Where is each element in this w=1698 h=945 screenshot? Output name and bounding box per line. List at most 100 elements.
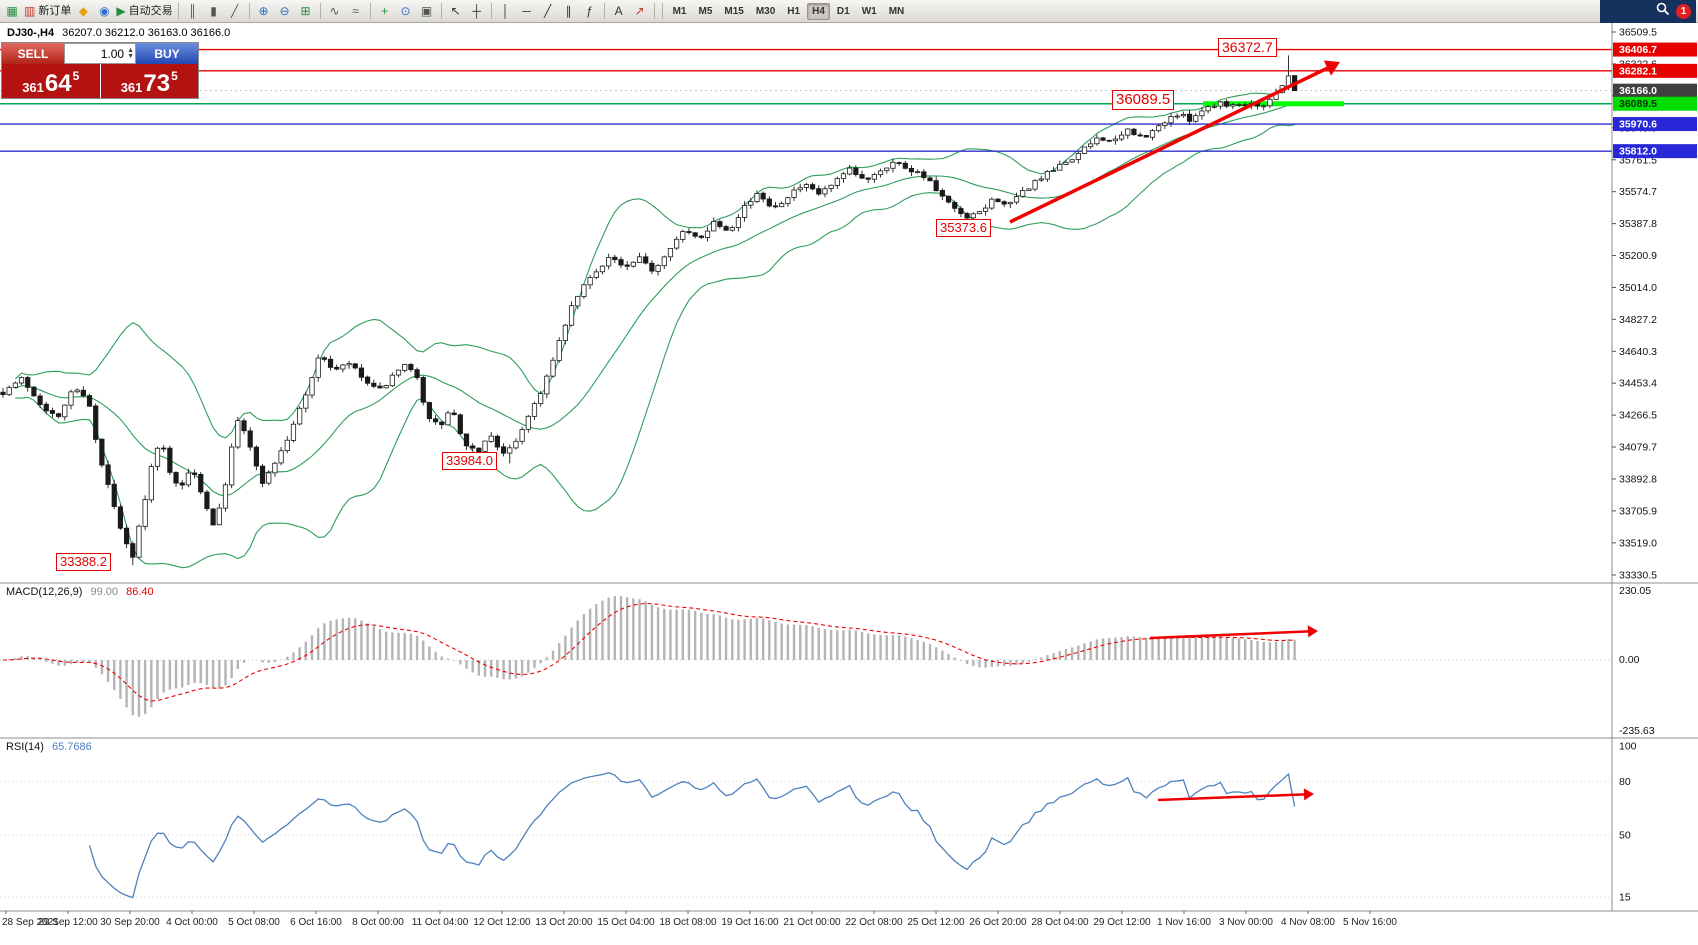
time-tick: 21 Oct 00:00 (783, 917, 841, 928)
mql5-icon[interactable]: ◆ (73, 2, 93, 21)
price-tick: 33892.8 (1619, 473, 1657, 485)
spinner-down-icon[interactable]: ▼ (127, 52, 134, 60)
line-chart-icon[interactable]: ╱ (225, 2, 245, 21)
timeframe-m15[interactable]: M15 (724, 5, 744, 17)
notification-badge[interactable]: 1 (1676, 3, 1691, 19)
price-digits: 361 (22, 80, 44, 95)
indicator-list-icon[interactable]: ≈ (346, 2, 366, 21)
toolbar-separator (603, 3, 605, 19)
channel-icon[interactable]: ∥ (559, 2, 579, 21)
crosshair-icon[interactable]: ┼ (467, 2, 487, 21)
time-tick: 28 Oct 04:00 (1031, 917, 1089, 928)
timeframe-m30[interactable]: M30 (755, 5, 776, 17)
timeframe-m1[interactable]: M1 (672, 5, 687, 17)
toolbar-separator (440, 3, 442, 19)
trendline-icon: ╱ (543, 4, 552, 18)
text-icon[interactable]: A (609, 2, 629, 21)
fibonacci-icon[interactable]: ƒ (580, 2, 600, 21)
time-tick: 12 Oct 12:00 (473, 917, 531, 928)
price-annotation[interactable]: 36372.7 (1218, 38, 1277, 57)
price-annotation[interactable]: 33984.0 (442, 452, 497, 470)
cursor-icon[interactable]: ↖ (446, 2, 466, 21)
indicator-window-icon[interactable]: ∿ (325, 2, 345, 21)
add-indicator-icon: + (381, 4, 389, 18)
candlestick-chart-icon[interactable]: ▮ (204, 2, 224, 21)
timeframe-h1[interactable]: H1 (787, 5, 801, 17)
zoom-out-icon: ⊖ (279, 4, 290, 18)
price-digits: 5 (72, 69, 80, 83)
fibonacci-icon: ƒ (586, 4, 593, 18)
trendline-icon[interactable]: ╱ (538, 2, 558, 21)
arrows-icon[interactable]: ↗ (630, 2, 650, 21)
price-tick: 34079.7 (1619, 442, 1657, 454)
template-icon[interactable]: ▣ (417, 2, 437, 21)
macd-label: MACD(12,26,9) 99.00 86.40 (6, 586, 154, 598)
volume-value[interactable]: 1.00 (100, 46, 125, 61)
price-tag (1613, 63, 1697, 78)
one-click-trading-panel: SELL 1.00 ▲ ▼ BUY 361 64 5 361 73 5 (2, 43, 198, 98)
bar-chart-icon[interactable]: ║ (183, 2, 203, 21)
symbol-label: DJ30-,H4 (7, 27, 55, 39)
zoom-in-icon[interactable]: ⊕ (254, 2, 274, 21)
timeframe-h4[interactable]: H4 (807, 2, 830, 20)
toolbar: ▦ ▥ 新订单 ◆ ◉ ▶ 自动交易 ║ ▮ ╱ ⊕ ⊖ ⊞ ∿ ≈ + ⊙ ▣ ↖ ┼ │ ─ ╱ ∥ ƒ A ↗ M1 M5 M15… (0, 0, 1698, 23)
macd-name: MACD(12,26,9) (6, 586, 83, 598)
time-tick: 30 Sep 20:00 (100, 917, 160, 928)
time-tick: 11 Oct 04:00 (412, 917, 469, 928)
price-annotation[interactable]: 33388.2 (56, 553, 111, 571)
timeframe-m5[interactable]: M5 (698, 5, 713, 17)
volume-spinner[interactable]: ▲ ▼ (127, 46, 134, 60)
macd-axis-tick: 230.05 (1619, 585, 1651, 597)
price-tick: 36509.5 (1619, 27, 1657, 39)
market-icon[interactable]: ◉ (94, 2, 114, 21)
time-tick: 4 Oct 00:00 (166, 917, 218, 928)
price-tag (1613, 83, 1697, 98)
time-tick: 29 Sep 12:00 (38, 917, 98, 928)
time-tick: 22 Oct 08:00 (845, 917, 903, 928)
rsi-line (88, 772, 1296, 899)
tile-windows-icon[interactable]: ⊞ (296, 2, 316, 21)
macd-axis-tick: 0.00 (1619, 654, 1640, 666)
indicator-list-icon: ≈ (352, 4, 359, 18)
hline-icon[interactable]: ─ (517, 2, 537, 21)
zoom-out-icon[interactable]: ⊖ (275, 2, 295, 21)
toolbar-separator (177, 3, 179, 19)
rsi-arrow[interactable] (1157, 788, 1314, 802)
spinner-up-icon[interactable]: ▲ (127, 46, 134, 54)
price-tag (1613, 96, 1697, 111)
timeframe-bar: M1 M5 M15 M30 H1 H4 D1 W1 MN (667, 2, 911, 20)
period-cycle-icon[interactable]: ⊙ (396, 2, 416, 21)
buy-button[interactable]: BUY (136, 43, 198, 64)
search-icon[interactable] (1656, 2, 1670, 21)
market-icon: ◉ (99, 4, 110, 18)
mql5-icon: ◆ (78, 4, 88, 18)
sell-price[interactable]: 361 64 5 (2, 64, 100, 98)
macd-arrow[interactable] (1149, 625, 1318, 640)
time-tick: 28 Sep 2021 (2, 917, 59, 928)
buy-price[interactable]: 361 73 5 (100, 64, 198, 98)
timeframe-w1[interactable]: W1 (861, 5, 877, 17)
add-indicator-icon[interactable]: + (375, 2, 395, 21)
price-tick: 34640.3 (1619, 346, 1657, 358)
price-tick: 34453.4 (1619, 378, 1657, 390)
trend-arrow[interactable] (1009, 60, 1340, 224)
zoom-in-icon: ⊕ (258, 4, 269, 18)
sell-button[interactable]: SELL (2, 43, 64, 64)
price-annotation[interactable]: 36089.5 (1112, 90, 1175, 110)
new-order-button: ▥ (24, 4, 36, 18)
volume-input[interactable]: 1.00 ▲ ▼ (64, 43, 136, 64)
autotrading-button[interactable]: ▶ 自动交易 (115, 2, 173, 21)
new-chart-icon[interactable]: ▦ (2, 2, 22, 21)
timeframe-d1[interactable]: D1 (836, 5, 850, 17)
timeframe-mn[interactable]: MN (888, 5, 905, 17)
price-tag-text: 35970.6 (1619, 119, 1657, 131)
time-tick: 4 Nov 08:00 (1281, 917, 1335, 928)
line-chart-icon: ╱ (230, 4, 239, 18)
vline-icon[interactable]: │ (496, 2, 516, 21)
price-tag (1613, 42, 1697, 57)
new-order-button[interactable]: ▥ 新订单 (23, 2, 72, 21)
price-annotation[interactable]: 35373.6 (936, 219, 991, 237)
time-tick: 5 Oct 08:00 (228, 917, 280, 928)
rsi-axis-tick: 50 (1619, 829, 1631, 841)
